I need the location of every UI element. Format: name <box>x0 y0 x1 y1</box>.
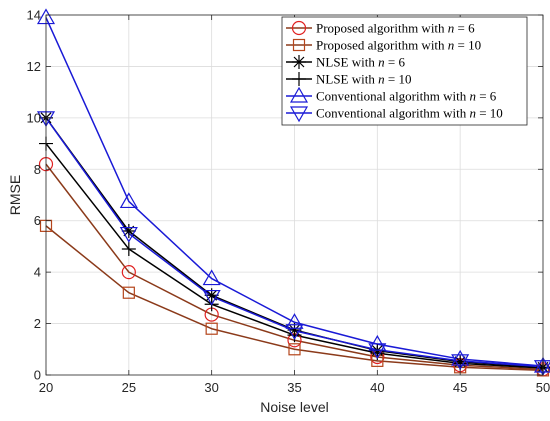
data-point-marker <box>285 324 304 340</box>
data-point-marker <box>368 343 387 360</box>
y-tick-label: 8 <box>34 162 41 177</box>
data-point-marker <box>285 313 304 329</box>
legend-label-variable: n <box>469 106 476 121</box>
legend-label-variable: n <box>448 38 455 53</box>
legend-item: Proposed algorithm with n = 10 <box>286 38 481 53</box>
legend-label-prefix: NLSE with <box>316 72 378 87</box>
data-point-marker <box>451 349 470 366</box>
x-axis-label: Noise level <box>260 399 328 415</box>
y-tick-label: 2 <box>34 316 41 331</box>
legend-label-suffix: = 10 <box>476 106 503 121</box>
data-point-marker <box>205 322 218 335</box>
data-point-marker <box>119 192 138 209</box>
legend-marker <box>289 106 309 123</box>
y-axis-label: RMSE <box>7 175 23 215</box>
legend-label: Proposed algorithm with n = 10 <box>316 38 481 53</box>
x-tick-label: 20 <box>39 380 53 395</box>
data-point-marker <box>288 343 301 356</box>
data-point-marker <box>451 354 470 371</box>
legend-label-suffix: = 6 <box>476 89 497 104</box>
x-tick-label: 40 <box>370 380 384 395</box>
series-markers <box>36 8 550 377</box>
legend-label-suffix: = 6 <box>385 55 406 70</box>
x-tick-label: 45 <box>453 380 467 395</box>
legend-label-prefix: Proposed algorithm with <box>316 21 448 36</box>
data-point-marker <box>121 242 136 256</box>
legend-label-variable: n <box>469 89 476 104</box>
legend-item: Conventional algorithm with n = 10 <box>286 106 503 123</box>
y-tick-label: 6 <box>34 213 41 228</box>
y-tick-label: 14 <box>27 8 41 23</box>
data-point-marker <box>121 224 136 238</box>
legend-label-variable: n <box>378 72 385 87</box>
legend-label: NLSE with n = 10 <box>316 72 411 87</box>
y-tick-label: 0 <box>34 368 41 383</box>
legend-box <box>281 16 528 126</box>
legend-label-prefix: NLSE with <box>316 55 378 70</box>
legend-label-suffix: = 10 <box>385 72 412 87</box>
data-point-marker <box>119 226 138 243</box>
legend-label-suffix: = 10 <box>454 38 481 53</box>
legend-item: Conventional algorithm with n = 6 <box>286 86 497 104</box>
data-point-marker <box>368 334 387 351</box>
legend-label-prefix: Conventional algorithm with <box>316 106 469 121</box>
y-tick-label: 4 <box>34 265 41 280</box>
x-tick-label: 50 <box>536 380 550 395</box>
x-tick-label: 25 <box>122 380 136 395</box>
data-point-marker <box>202 289 221 306</box>
legend-item: NLSE with n = 10 <box>286 72 411 87</box>
legend-label-variable: n <box>378 55 385 70</box>
y-tick-label: 10 <box>27 110 41 125</box>
data-point-marker <box>202 269 221 286</box>
x-tick-label: 30 <box>204 380 218 395</box>
legend-label-variable: n <box>448 21 455 36</box>
legend-marker <box>292 72 306 86</box>
y-tick-label: 12 <box>27 59 41 74</box>
legend-label: NLSE with n = 6 <box>316 55 405 70</box>
data-point-marker <box>122 286 135 299</box>
legend-marker <box>292 38 306 52</box>
axis-ticks: 20 25 30 35 40 45 50 0 2 4 6 8 10 12 14 <box>27 8 550 396</box>
legend-marker <box>289 86 309 103</box>
legend-label-prefix: Proposed algorithm with <box>316 38 448 53</box>
data-point-marker <box>121 265 136 280</box>
legend-item: Proposed algorithm with n = 6 <box>286 21 475 36</box>
legend-marker <box>291 20 307 36</box>
legend-item: NLSE with n = 6 <box>286 55 405 70</box>
legend-label-suffix: = 6 <box>454 21 475 36</box>
x-tick-label: 35 <box>287 380 301 395</box>
legend-label: Conventional algorithm with n = 6 <box>316 89 497 104</box>
legend-label: Proposed algorithm with n = 6 <box>316 21 475 36</box>
legend-marker <box>292 55 306 69</box>
data-point-marker <box>204 288 219 303</box>
legend-label: Conventional algorithm with n = 10 <box>316 106 503 121</box>
legend-label-prefix: Conventional algorithm with <box>316 89 469 104</box>
